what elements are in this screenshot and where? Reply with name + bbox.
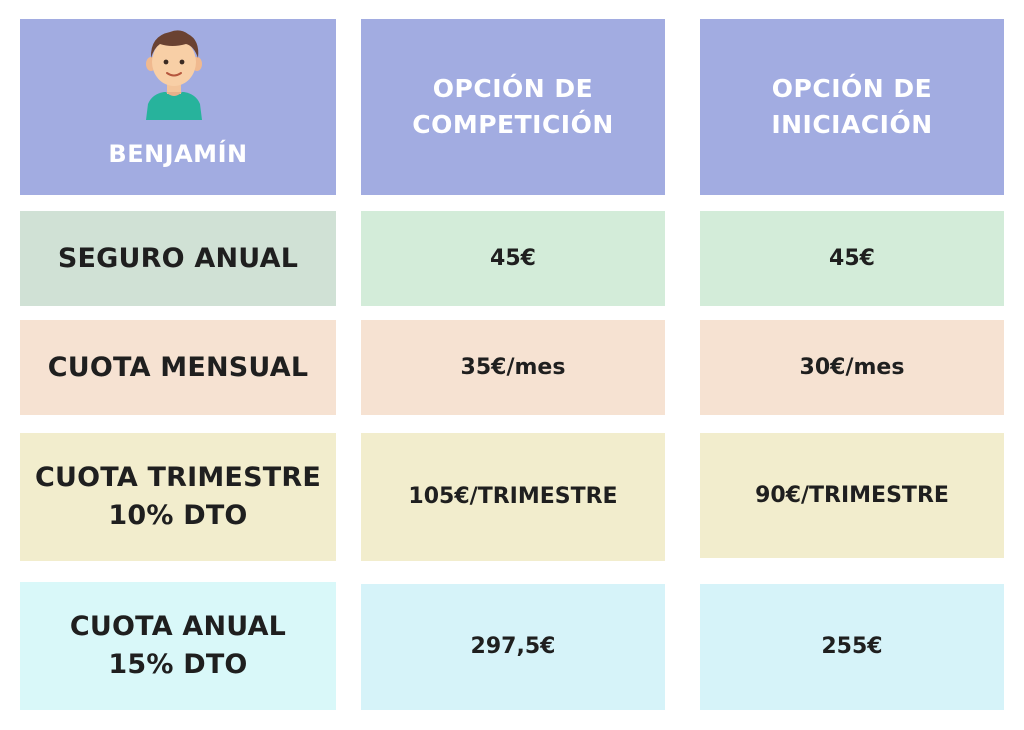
value-seguro-initiation-text: 45€	[829, 245, 875, 271]
header-competition-line-2: COMPETICIÓN	[412, 110, 614, 139]
row-label-anual-line-1: CUOTA ANUAL	[69, 611, 287, 642]
row-label-trimestre-line-1: CUOTA TRIMESTRE	[35, 462, 321, 493]
header-initiation-line-2: INICIACIÓN	[771, 110, 933, 139]
value-mensual-initiation-text: 30€/mes	[799, 354, 905, 380]
boy-avatar-icon	[146, 30, 202, 120]
row-label-seguro: SEGURO ANUAL	[20, 211, 336, 306]
value-anual-initiation-text: 255€	[821, 634, 883, 659]
header-initiation-option: OPCIÓN DE INICIACIÓN	[700, 19, 1004, 195]
header-initiation-line-1: OPCIÓN DE	[771, 74, 933, 103]
header-competition-line-1: OPCIÓN DE	[432, 74, 594, 103]
value-anual-competition: 297,5€	[361, 584, 665, 710]
value-seguro-competition: 45€	[361, 211, 665, 306]
value-anual-initiation: 255€	[700, 584, 1004, 710]
value-mensual-competition: 35€/mes	[361, 320, 665, 415]
value-seguro-initiation: 45€	[700, 211, 1004, 306]
header-competition-option: OPCIÓN DE COMPETICIÓN	[361, 19, 665, 195]
value-anual-competition-text: 297,5€	[470, 634, 556, 659]
category-title: BENJAMÍN	[108, 140, 248, 168]
row-label-mensual-text: CUOTA MENSUAL	[47, 351, 309, 383]
value-trimestre-initiation: 90€/TRIMESTRE	[700, 433, 1004, 558]
row-label-anual: CUOTA ANUAL 15% DTO	[20, 582, 336, 710]
row-label-mensual: CUOTA MENSUAL	[20, 320, 336, 415]
value-mensual-competition-text: 35€/mes	[460, 354, 566, 380]
value-trimestre-initiation-text: 90€/TRIMESTRE	[755, 482, 949, 508]
row-label-trimestre-line-2: 10% DTO	[108, 500, 248, 531]
row-label-anual-line-2: 15% DTO	[108, 649, 248, 680]
value-mensual-initiation: 30€/mes	[700, 320, 1004, 415]
value-trimestre-competition: 105€/TRIMESTRE	[361, 433, 665, 561]
value-seguro-competition-text: 45€	[490, 245, 536, 271]
row-label-trimestre: CUOTA TRIMESTRE 10% DTO	[20, 433, 336, 561]
row-label-seguro-text: SEGURO ANUAL	[57, 242, 299, 274]
value-trimestre-competition-text: 105€/TRIMESTRE	[408, 484, 618, 509]
